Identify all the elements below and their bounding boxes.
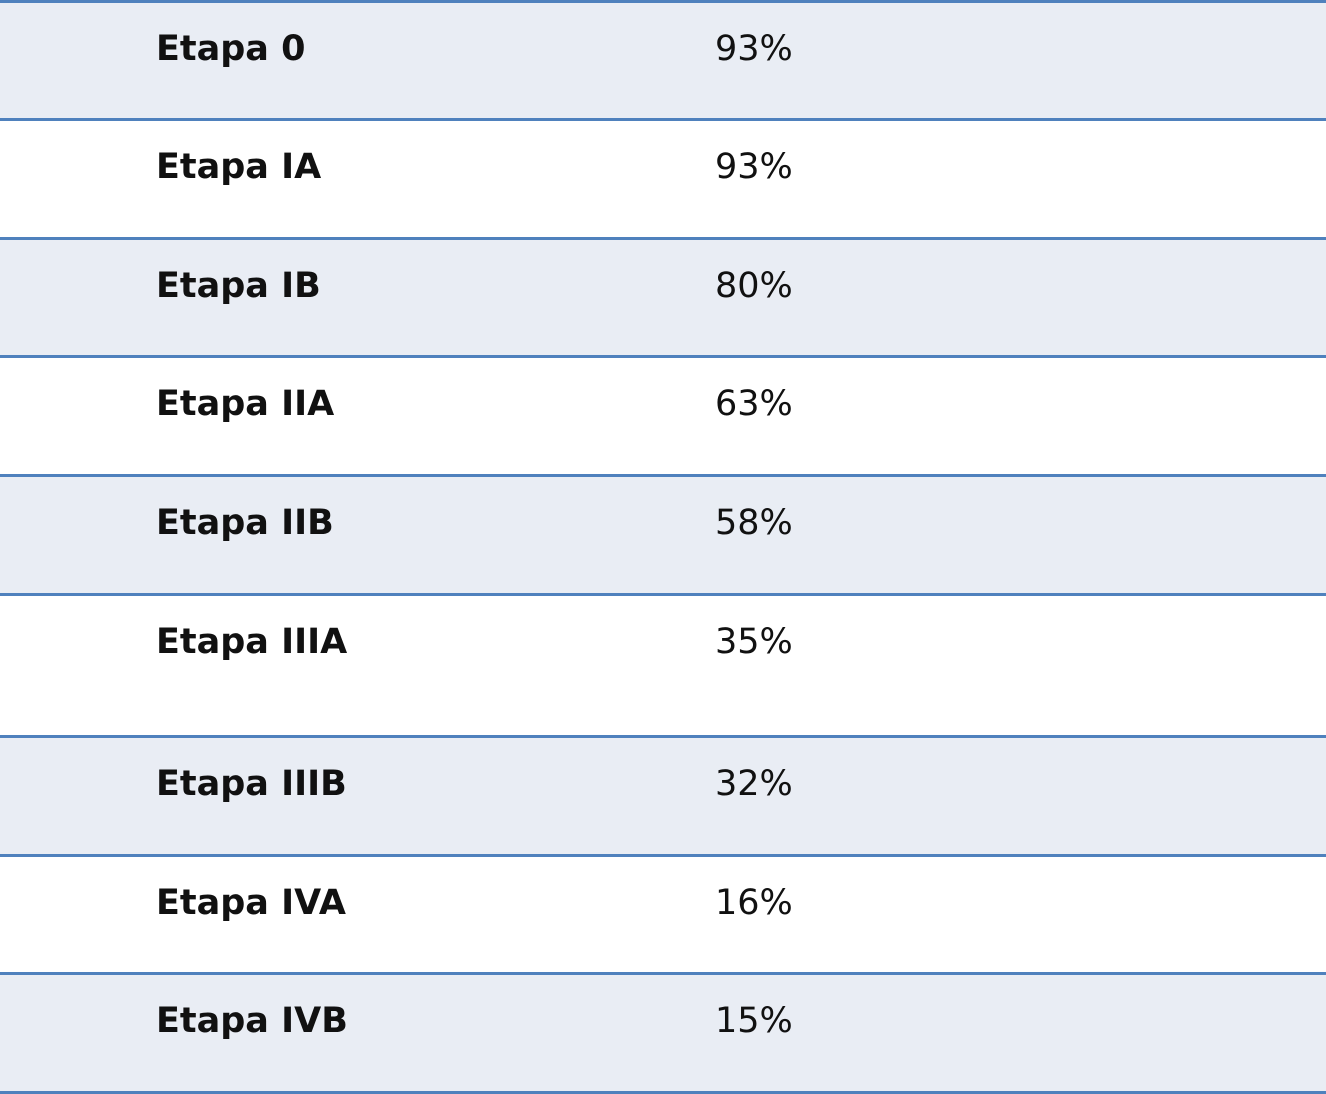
stage-value: 93% bbox=[715, 29, 793, 69]
table-row: Etapa IA 93% bbox=[0, 118, 1326, 237]
table-row: Etapa IVA 16% bbox=[0, 854, 1326, 972]
stage-label: Etapa 0 bbox=[156, 29, 306, 69]
table-row: Etapa IIIB 32% bbox=[0, 735, 1326, 854]
stage-label: Etapa IIA bbox=[156, 384, 335, 424]
stage-label: Etapa IVB bbox=[156, 1001, 348, 1041]
stage-label: Etapa IIIB bbox=[156, 764, 347, 804]
stage-value: 93% bbox=[715, 147, 793, 187]
stage-value: 63% bbox=[715, 384, 793, 424]
table-row: Etapa IIB 58% bbox=[0, 474, 1326, 593]
stage-label: Etapa IVA bbox=[156, 883, 346, 923]
stage-value: 15% bbox=[715, 1001, 793, 1041]
stage-label: Etapa IIIA bbox=[156, 622, 348, 662]
stage-value: 32% bbox=[715, 764, 793, 804]
table-row: Etapa IIIA 35% bbox=[0, 593, 1326, 735]
stage-value: 35% bbox=[715, 622, 793, 662]
table-row: Etapa IB 80% bbox=[0, 237, 1326, 355]
stage-value: 58% bbox=[715, 503, 793, 543]
table-row: Etapa 0 93% bbox=[0, 0, 1326, 118]
stage-value: 16% bbox=[715, 883, 793, 923]
stage-label: Etapa IA bbox=[156, 147, 322, 187]
stage-value: 80% bbox=[715, 266, 793, 306]
stage-label: Etapa IB bbox=[156, 266, 321, 306]
table-row: Etapa IIA 63% bbox=[0, 355, 1326, 474]
stage-label: Etapa IIB bbox=[156, 503, 334, 543]
table-row: Etapa IVB 15% bbox=[0, 972, 1326, 1094]
